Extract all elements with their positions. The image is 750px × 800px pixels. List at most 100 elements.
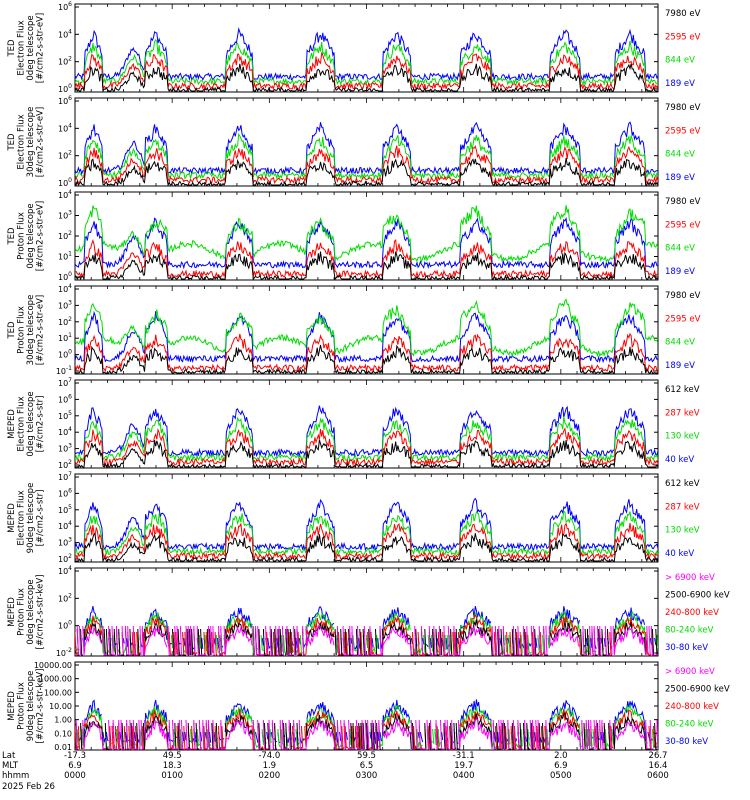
x-tick-value: 0000 [64,771,86,781]
y-tick-label: 102 [58,553,72,564]
series-trace-green [75,298,658,358]
x-tick-value: 49.5 [163,751,182,761]
panel-frame [74,285,659,375]
legend-entry: 189 eV [665,267,695,277]
y-tick-label: 104 [58,565,72,576]
panel-4: 104 103 102 101 100 10-1 TEDProton Flux30deg t… [7,283,701,376]
series-trace-black [75,63,658,92]
y-tick-label: 100 [58,349,72,360]
y-axis-label: MEPEDElectron Flux0deg telescope[#/cm2-s… [7,391,46,456]
legend-entry: 2500-6900 keV [665,591,730,601]
y-axis-label: TEDElectron Flux30deg telescope[#/cm2-s-… [7,107,46,178]
y-tick-label: 100 [58,620,72,631]
legend-entry: 2595 eV [665,314,701,324]
series-trace-green [75,38,658,87]
y-tick-label: 10.00 [49,702,72,711]
y-tick-label: 102 [58,230,72,241]
y-tick-label: 10-2 [56,647,72,658]
traces [75,605,658,656]
date-label: 2025 Feb 26 [2,782,55,792]
x-tick-value: 1.9 [263,761,277,771]
legend-entry: 80-240 keV [665,720,714,730]
x-tick-value: 0200 [259,771,281,781]
legend-entry: 40 keV [665,455,694,465]
traces [75,205,658,280]
y-tick-label: 103 [58,537,72,548]
legend-entry: 844 eV [665,244,695,254]
y-tick-label: 10000.00 [34,661,72,670]
y-tick-label: 105 [58,504,72,515]
legend-entry: 30-80 keV [665,643,708,653]
series-trace-magenta [75,718,658,750]
panel-2: 106 104 102 100 TEDElectron Flux30deg telesc… [7,95,701,188]
panel-frame [74,567,659,657]
series-trace-black [75,532,658,562]
x-tick-value: 0600 [647,771,669,781]
legend-entry: 189 eV [665,173,695,183]
y-tick-label: 10-1 [56,365,72,376]
legend-entry: 2595 eV [665,126,701,136]
traces [75,699,658,750]
legend-entry: 287 keV [665,408,700,418]
y-tick-label: 100 [58,83,72,94]
y-tick-label: 104 [58,28,72,39]
series-trace-magenta [75,624,658,656]
y-tick-label: 104 [58,520,72,531]
traces [75,298,658,374]
y-tick-label: 103 [58,210,72,221]
series-trace-green [75,416,658,463]
series-trace-black [75,157,658,186]
x-row-label: MLT [2,761,19,771]
series-trace-blue [75,121,658,176]
legend-entry: 7980 eV [665,9,701,19]
legend-entry: 80-240 keV [665,626,714,636]
legend-entry: 240-800 keV [665,608,719,618]
panel-8: 10000.00 1000.00 100.00 10.00 1.00 0.10 0.01 ME… [7,661,730,752]
panel-1: 106 104 102 100 TEDElectron Flux0deg telesco… [7,1,701,94]
legend-entry: 2595 eV [665,32,701,42]
legend-entry: 844 eV [665,150,695,160]
y-tick-label: 103 [58,443,72,454]
legend-entry: 130 keV [665,526,700,536]
series-trace-red [75,522,658,561]
y-tick-label: 104 [58,283,72,294]
legend-entry: 7980 eV [665,291,701,301]
legend-entry: 287 keV [665,502,700,512]
x-row-label: Lat [2,751,16,761]
x-tick-value: 26.7 [649,751,668,761]
y-axis-label: TEDElectron Flux0deg telescope[#/cm2-s-s… [7,13,46,83]
x-tick-value: 6.9 [554,761,568,771]
y-tick-label: 1.00 [54,716,72,725]
x-tick-value: 16.4 [649,761,668,771]
traces [75,405,658,468]
panel-3: 104 103 102 101 100 TEDProton Flux0deg telesc… [7,189,701,282]
series-trace-black [75,344,658,374]
legend-entry: 130 keV [665,432,700,442]
legend-entry: 7980 eV [665,197,701,207]
y-tick-label: 100.00 [44,688,72,697]
x-tick-value: 0500 [550,771,572,781]
x-tick-value: 2.0 [554,751,568,761]
legend-entry: 2500-6900 keV [665,685,730,695]
series-trace-green [75,205,658,264]
panel-7: 104 102 100 10-2 MEPEDProton Flux0deg telesc… [7,565,730,658]
traces [75,497,658,562]
legend-entry: > 6900 keV [665,573,715,583]
legend-entry: 844 eV [665,338,695,348]
x-tick-value: 6.9 [68,761,82,771]
legend-entry: 30-80 keV [665,737,708,747]
y-tick-label: 0.10 [54,729,72,738]
legend-entry: 189 eV [665,361,695,371]
y-tick-label: 1000.00 [39,675,72,684]
y-tick-label: 104 [58,189,72,200]
x-axis-labels: Lat -17.3 49.5 -74.0 59.5 -31.1 2.0 26.7 MLT 6.9 1… [2,751,669,792]
y-tick-label: 106 [58,95,72,106]
y-tick-label: 104 [58,426,72,437]
legend-entry: 40 keV [665,549,694,559]
y-tick-label: 107 [58,471,72,482]
series-trace-blue [75,310,658,364]
y-tick-label: 100 [58,177,72,188]
x-tick-value: 18.3 [163,761,182,771]
series-trace-black [75,251,658,280]
y-axis-label: MEPEDProton Flux90deg telescope[#/cm2-s-… [7,669,46,744]
